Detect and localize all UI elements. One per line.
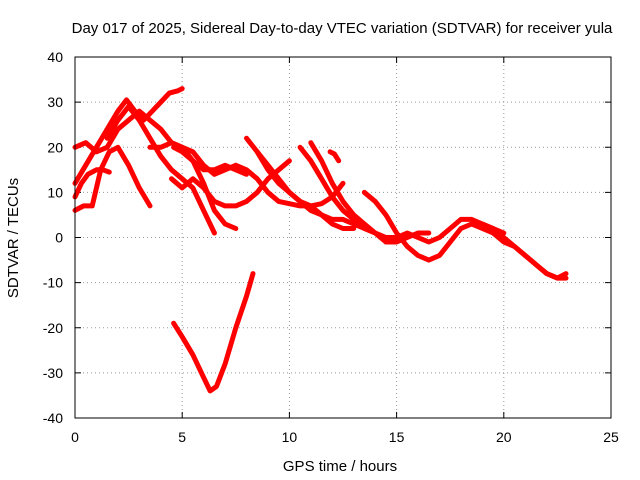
y-tick-label: -40 — [43, 410, 63, 426]
series-line-arc-14 — [308, 140, 432, 245]
x-axis-label: GPS time / hours — [283, 458, 397, 475]
series-line-arc-15 — [327, 149, 342, 164]
grid-lines — [75, 57, 611, 418]
plot-frame — [74, 56, 612, 419]
y-tick-label: -10 — [43, 275, 63, 291]
y-axis-label: SDTVAR / TECUs — [5, 178, 22, 298]
y-tick-label: 0 — [55, 230, 63, 246]
series-line-arc-4 — [72, 144, 153, 213]
series-line-arc-1 — [72, 167, 112, 200]
chart-title: Day 017 of 2025, Sidereal Day-to-day VTE… — [72, 20, 613, 37]
series-line-arc-8 — [171, 144, 249, 177]
x-tick-label: 0 — [71, 429, 79, 445]
series-line-arc-5 — [104, 104, 217, 236]
series-line-arc-9 — [171, 271, 256, 394]
series-line-arc-10 — [233, 162, 346, 209]
y-tick-label: 40 — [47, 49, 63, 65]
x-tick-label: 20 — [496, 429, 512, 445]
series-line-arc-7 — [169, 158, 292, 209]
series-line-arc-18 — [469, 221, 569, 281]
x-tick-label: 5 — [178, 429, 186, 445]
series-line-arc-12 — [254, 149, 378, 236]
y-tick-label: 20 — [47, 139, 63, 155]
x-tick-label: 15 — [389, 429, 405, 445]
y-tick-label: -30 — [43, 365, 63, 381]
y-tick-label: -20 — [43, 320, 63, 336]
series-group — [72, 86, 569, 394]
y-tick-label: 30 — [47, 94, 63, 110]
x-tick-label: 25 — [603, 429, 619, 445]
y-tick-label: 10 — [47, 184, 63, 200]
x-tick-label: 10 — [282, 429, 298, 445]
